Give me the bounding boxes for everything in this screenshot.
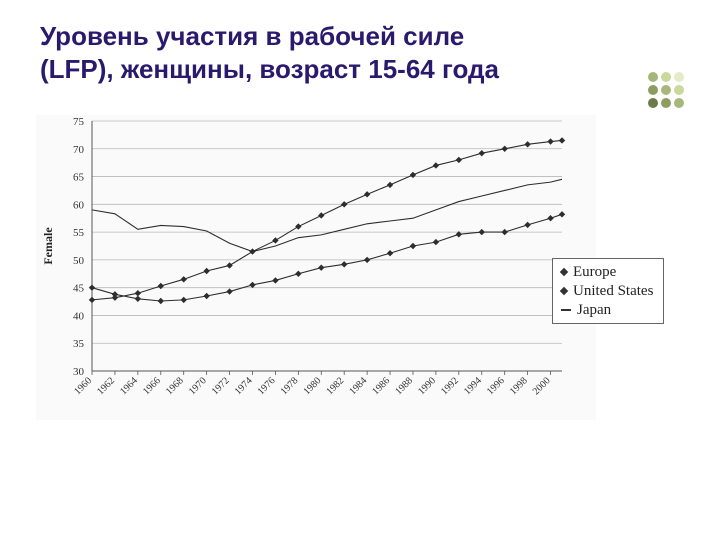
legend-label: Japan — [577, 301, 611, 320]
svg-text:40: 40 — [73, 310, 85, 322]
legend-item-europe: Europe — [561, 263, 653, 282]
line-icon — [561, 309, 571, 310]
svg-text:30: 30 — [73, 366, 85, 378]
chart-legend: Europe United States Japan — [552, 258, 664, 324]
legend-item-japan: Japan — [561, 301, 653, 320]
svg-text:75: 75 — [73, 116, 85, 128]
diamond-icon — [560, 268, 568, 276]
svg-text:50: 50 — [73, 255, 85, 267]
svg-text:55: 55 — [73, 227, 85, 239]
lfp-chart: 3035404550556065707519601962196419661968… — [36, 115, 596, 420]
svg-text:70: 70 — [73, 144, 85, 156]
svg-text:35: 35 — [73, 338, 85, 350]
page-title: Уровень участия в рабочей силе (LFP), же… — [40, 20, 499, 85]
svg-text:65: 65 — [73, 172, 85, 184]
decor-bullets — [648, 72, 684, 108]
svg-text:60: 60 — [73, 199, 85, 211]
legend-label: Europe — [573, 263, 616, 282]
legend-label: United States — [573, 282, 653, 301]
legend-item-us: United States — [561, 282, 653, 301]
svg-text:Female: Female — [41, 227, 55, 265]
svg-text:45: 45 — [73, 283, 85, 295]
diamond-icon — [560, 287, 568, 295]
